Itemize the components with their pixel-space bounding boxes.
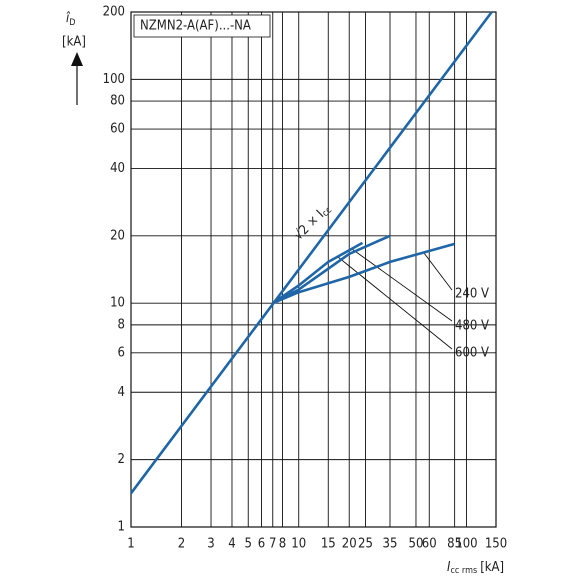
x-tick-label: 35 <box>383 537 398 552</box>
reference-line <box>129 11 493 495</box>
y-tick-label: 100 <box>103 72 125 87</box>
x-tick-label: 100 <box>455 537 477 552</box>
y-label-sub: D <box>69 18 75 28</box>
y-tick-label: 20 <box>110 228 125 243</box>
y-tick-label: 10 <box>110 296 125 311</box>
ref-label: √2 × Icc <box>291 201 334 244</box>
y-label: îD <box>66 11 76 28</box>
series-line <box>271 241 364 305</box>
plot-frame <box>130 11 497 528</box>
y-tick-label: 200 <box>103 5 125 20</box>
x-tick-label: 5 <box>245 537 252 552</box>
x-tick-label: 50 <box>409 537 424 552</box>
series-label: 480 V <box>455 319 489 334</box>
x-tick-label: 6 <box>258 537 265 552</box>
series-label: 600 V <box>455 346 489 361</box>
y-label-symbol: î <box>66 11 71 26</box>
x-label-symbol: I <box>447 560 451 575</box>
y-tick-label: 80 <box>110 94 125 109</box>
x-tick-label: 8 <box>279 537 286 552</box>
y-tick-label: 2 <box>118 452 125 467</box>
y-tick-label: 4 <box>118 385 125 400</box>
series-label: 240 V <box>455 287 489 302</box>
leader <box>423 252 453 291</box>
chart-title: NZMN2-A(AF)...-NA <box>140 19 251 34</box>
x-tick-label: 25 <box>358 537 373 552</box>
x-tick-label: 15 <box>321 537 336 552</box>
series-line <box>272 234 391 305</box>
title-box <box>133 14 271 38</box>
leaders <box>337 248 453 350</box>
leader <box>337 256 453 350</box>
x-tick-label: 3 <box>207 537 214 552</box>
y-tick-label: 60 <box>110 122 125 137</box>
x-tick-label: 4 <box>228 537 235 552</box>
x-tick-label: 7 <box>269 537 276 552</box>
x-label: Icc rms [kA] <box>447 560 504 576</box>
x-label-sub: cc rms <box>450 566 477 576</box>
series-line <box>272 242 455 305</box>
x-tick-label: 60 <box>422 537 437 552</box>
y-tick-label: 1 <box>118 520 125 535</box>
x-tick-label: 1 <box>127 537 134 552</box>
x-tick-label: 20 <box>342 537 357 552</box>
x-unit: [kA] <box>480 560 504 575</box>
y-unit: [kA] <box>62 35 86 50</box>
y-tick-label: 40 <box>110 161 125 176</box>
y-arrowhead <box>71 52 83 66</box>
leader <box>351 248 453 322</box>
x-tick-label: 85 <box>447 537 462 552</box>
y-tick-label: 6 <box>118 345 125 360</box>
x-tick-label: 2 <box>178 537 185 552</box>
x-tick-label: 10 <box>291 537 306 552</box>
y-tick-label: 8 <box>118 317 125 332</box>
x-tick-label: 150 <box>485 537 507 552</box>
